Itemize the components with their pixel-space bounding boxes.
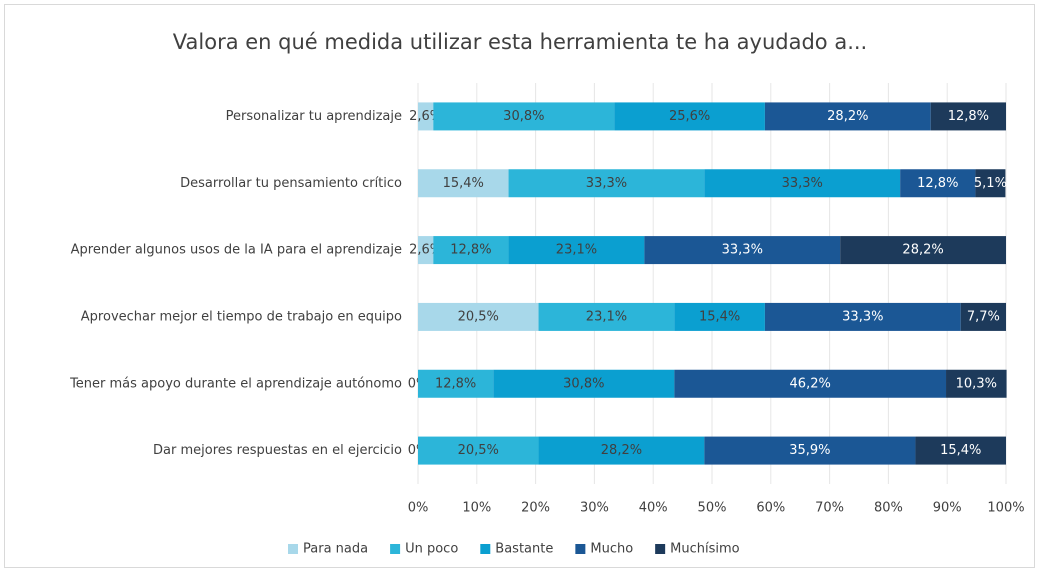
data-label: 28,2% (601, 443, 642, 458)
bar-segment (900, 169, 976, 198)
bar-segment (418, 102, 434, 131)
legend-label: Mucho (590, 542, 633, 557)
bar-segment (508, 236, 645, 265)
data-label: 33,3% (842, 309, 883, 324)
bar-segment (930, 102, 1006, 131)
x-tick-label: 10% (462, 501, 491, 516)
data-label: 30,8% (503, 109, 544, 124)
x-tick-label: 80% (874, 501, 903, 516)
legend-swatch (655, 544, 666, 554)
x-tick-label: 0% (408, 501, 429, 516)
y-tick-label: Aprender algunos usos de la IA para el a… (71, 243, 402, 258)
legend-label: Un poco (405, 542, 458, 557)
x-tick-label: 30% (580, 501, 609, 516)
x-tick-label: 60% (756, 501, 785, 516)
bar-segment (764, 102, 931, 131)
bar-segment (764, 302, 961, 331)
legend-swatch (575, 544, 586, 554)
bar-segment (508, 169, 705, 198)
bar-segment (840, 236, 1006, 265)
data-label: 30,8% (563, 376, 604, 391)
data-label: 12,8% (435, 376, 476, 391)
legend-label: Muchísimo (670, 542, 740, 557)
legend-label: Bastante (495, 542, 553, 557)
data-label: 12,8% (917, 176, 958, 191)
y-tick-label: Personalizar tu aprendizaje (226, 109, 402, 124)
data-label: 23,1% (556, 243, 597, 258)
bar-segment (946, 369, 1007, 398)
bar-segment (418, 302, 539, 331)
bar-segment (614, 102, 765, 131)
data-label: 46,2% (790, 376, 831, 391)
data-label: 10,3% (956, 376, 997, 391)
bar-segment (418, 369, 494, 398)
bar-segment (704, 436, 916, 465)
data-label: 33,3% (586, 176, 627, 191)
x-tick-label: 100% (987, 501, 1024, 516)
bar-segment (960, 302, 1006, 331)
y-tick-label: Tener más apoyo durante el aprendizaje a… (69, 376, 402, 391)
legend-swatch (288, 544, 298, 554)
data-label: 33,3% (722, 243, 763, 258)
data-label: 28,2% (827, 109, 868, 124)
bar-segment (418, 436, 539, 465)
chart-title: Valora en qué medida utilizar esta herra… (173, 30, 867, 54)
bar-segment (538, 436, 705, 465)
legend-swatch (480, 544, 491, 554)
bar-segment (674, 369, 947, 398)
data-label: 25,6% (669, 109, 710, 124)
bar-segment (674, 302, 765, 331)
bar-segment (418, 169, 509, 198)
y-tick-label: Aprovechar mejor el tiempo de trabajo en… (81, 309, 402, 324)
bar-segment (704, 169, 901, 198)
chart-frame (4, 4, 1035, 568)
bar-segment (418, 236, 434, 265)
bar-segment (644, 236, 841, 265)
data-label: 15,4% (443, 176, 484, 191)
legend-label: Para nada (303, 542, 368, 557)
y-tick-label: Desarrollar tu pensamiento crítico (180, 176, 402, 191)
data-label: 20,5% (458, 443, 499, 458)
x-tick-label: 70% (815, 501, 844, 516)
data-label: 28,2% (902, 243, 943, 258)
bar-segment (433, 102, 615, 131)
data-label: 12,8% (450, 243, 491, 258)
x-tick-label: 50% (698, 501, 727, 516)
data-label: 35,9% (789, 443, 830, 458)
bar-segment (975, 169, 1006, 198)
data-label: 23,1% (586, 309, 627, 324)
bar-segment (915, 436, 1006, 465)
x-tick-label: 90% (933, 501, 962, 516)
data-label: 15,4% (940, 443, 981, 458)
data-label: 12,8% (948, 109, 989, 124)
x-tick-label: 40% (639, 501, 668, 516)
data-label: 7,7% (967, 309, 1000, 324)
legend-swatch (390, 544, 401, 554)
bar-segment (538, 302, 675, 331)
bar-segment (493, 369, 675, 398)
data-label: 33,3% (782, 176, 823, 191)
x-tick-label: 20% (521, 501, 550, 516)
bar-segment (433, 236, 509, 265)
y-tick-label: Dar mejores respuestas en el ejercicio (153, 443, 402, 458)
data-label: 20,5% (458, 309, 499, 324)
data-label: 15,4% (699, 309, 740, 324)
data-label: 5,1% (974, 176, 1007, 191)
